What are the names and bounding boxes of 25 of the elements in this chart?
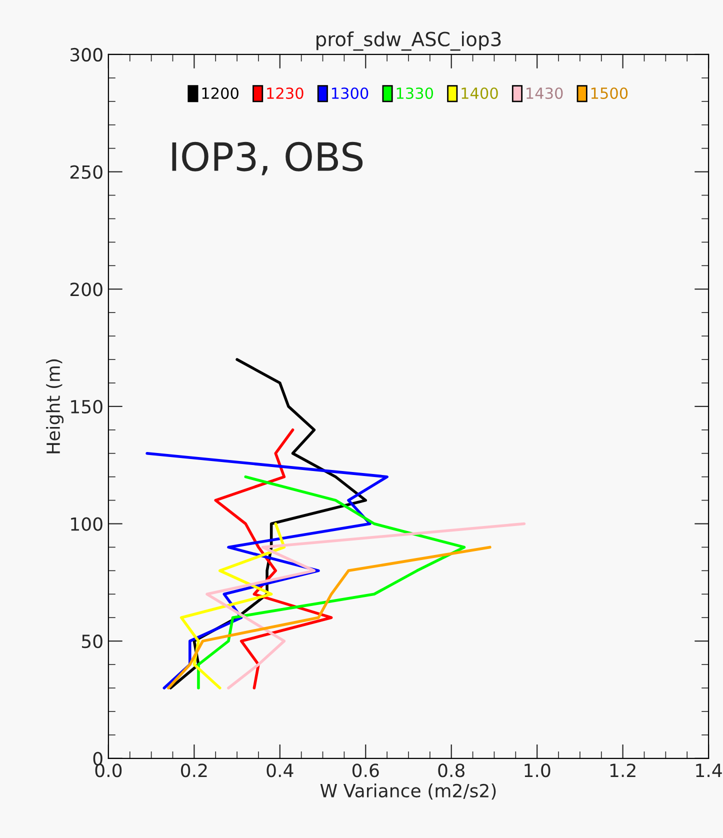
x-tick-label: 0.6 — [352, 764, 379, 778]
x-tick-label: 1.0 — [524, 764, 550, 778]
y-tick-label: 250 — [70, 165, 102, 179]
legend-label: 1300 — [332, 87, 368, 100]
legend-label: 1230 — [267, 87, 304, 100]
x-tick-label: 1.2 — [610, 764, 636, 777]
legend-label: 1330 — [396, 87, 434, 100]
y-tick-label: 200 — [70, 282, 102, 296]
legend-label: 1500 — [591, 87, 628, 100]
x-tick-label: 0.0 — [95, 764, 122, 778]
x-tick-label: 1.4 — [696, 764, 722, 777]
legend-label: 1200 — [202, 87, 238, 100]
y-axis-title: Height (m) — [46, 359, 64, 454]
x-tick-label: 0.2 — [181, 764, 207, 778]
legend-label: 1430 — [526, 87, 563, 100]
x-axis-title: W Variance (m2/s2) — [320, 784, 496, 800]
legend-label: 1400 — [462, 87, 498, 100]
x-tick-label: 0.4 — [266, 764, 294, 778]
y-tick-label: 150 — [71, 400, 102, 414]
annotation: IOP3, OBS — [172, 142, 363, 176]
x-tick-label: 0.8 — [438, 764, 464, 778]
chart-title: prof_sdw_ASC_iop3 — [316, 31, 501, 51]
y-tick-label: 100 — [71, 517, 102, 531]
y-tick-label: 50 — [82, 634, 102, 648]
y-tick-label: 300 — [70, 48, 102, 62]
